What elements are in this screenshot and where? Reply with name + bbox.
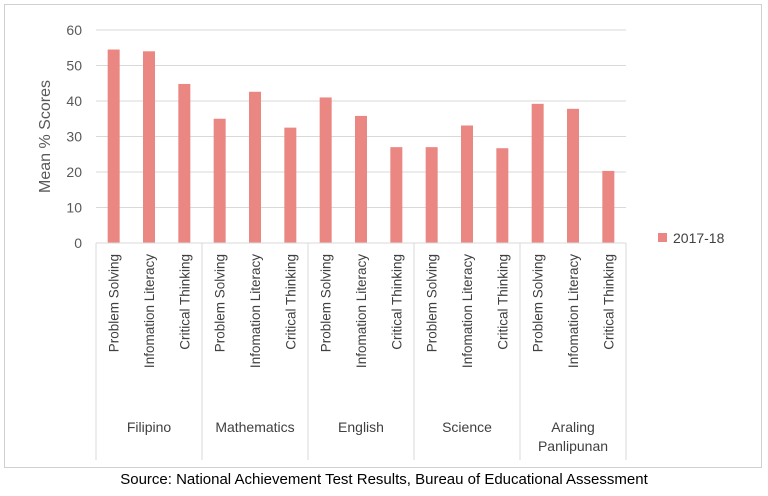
group-label: Science xyxy=(442,419,492,435)
category-label: Infomation Literacy xyxy=(566,254,581,368)
bar xyxy=(390,147,403,243)
category-label: Critical Thinking xyxy=(495,254,510,350)
bar xyxy=(178,83,191,244)
bar xyxy=(107,49,120,244)
y-tick-label: 40 xyxy=(66,93,82,109)
group-label: English xyxy=(338,419,384,435)
bar xyxy=(213,118,226,243)
bar xyxy=(355,115,367,243)
bar xyxy=(602,170,615,243)
bar xyxy=(567,108,579,243)
group-label: Panlipunan xyxy=(538,438,608,454)
category-label: Infomation Literacy xyxy=(142,254,157,368)
category-label: Problem Solving xyxy=(425,254,440,352)
legend-label: 2017-18 xyxy=(673,230,725,246)
y-tick-label: 30 xyxy=(66,129,82,145)
bar xyxy=(461,125,473,243)
group-label: Filipino xyxy=(127,419,172,435)
category-label: Critical Thinking xyxy=(177,254,192,350)
category-label: Problem Solving xyxy=(531,254,546,352)
bar xyxy=(319,97,332,243)
bar xyxy=(531,103,544,243)
category-label: Problem Solving xyxy=(319,254,334,352)
bar xyxy=(425,147,438,243)
category-label: Infomation Literacy xyxy=(354,254,369,368)
y-tick-label: 50 xyxy=(66,58,82,74)
category-label: Critical Thinking xyxy=(389,254,404,350)
y-tick-label: 20 xyxy=(66,164,82,180)
bar xyxy=(284,127,297,243)
bar xyxy=(249,91,261,244)
source-caption: Source: National Achievement Test Result… xyxy=(120,471,648,488)
y-tick-label: 0 xyxy=(74,235,82,251)
chart-frame xyxy=(4,4,762,468)
group-label: Araling xyxy=(551,419,595,435)
category-label: Critical Thinking xyxy=(283,254,298,350)
legend-swatch xyxy=(658,233,667,242)
category-label: Problem Solving xyxy=(213,254,228,352)
y-tick-label: 60 xyxy=(66,22,82,38)
bar xyxy=(143,51,155,243)
bar xyxy=(496,148,509,243)
category-label: Infomation Literacy xyxy=(248,254,263,368)
bar-chart: 0 10 20 30 40 50 60 Mean % Scores Problem Solvin… xyxy=(37,22,725,460)
group-label: Mathematics xyxy=(215,419,294,435)
y-axis-label: Mean % Scores xyxy=(37,80,54,193)
y-tick-label: 10 xyxy=(66,200,82,216)
category-label: Problem Solving xyxy=(107,254,122,352)
category-label: Critical Thinking xyxy=(601,254,616,350)
category-label: Infomation Literacy xyxy=(460,254,475,368)
